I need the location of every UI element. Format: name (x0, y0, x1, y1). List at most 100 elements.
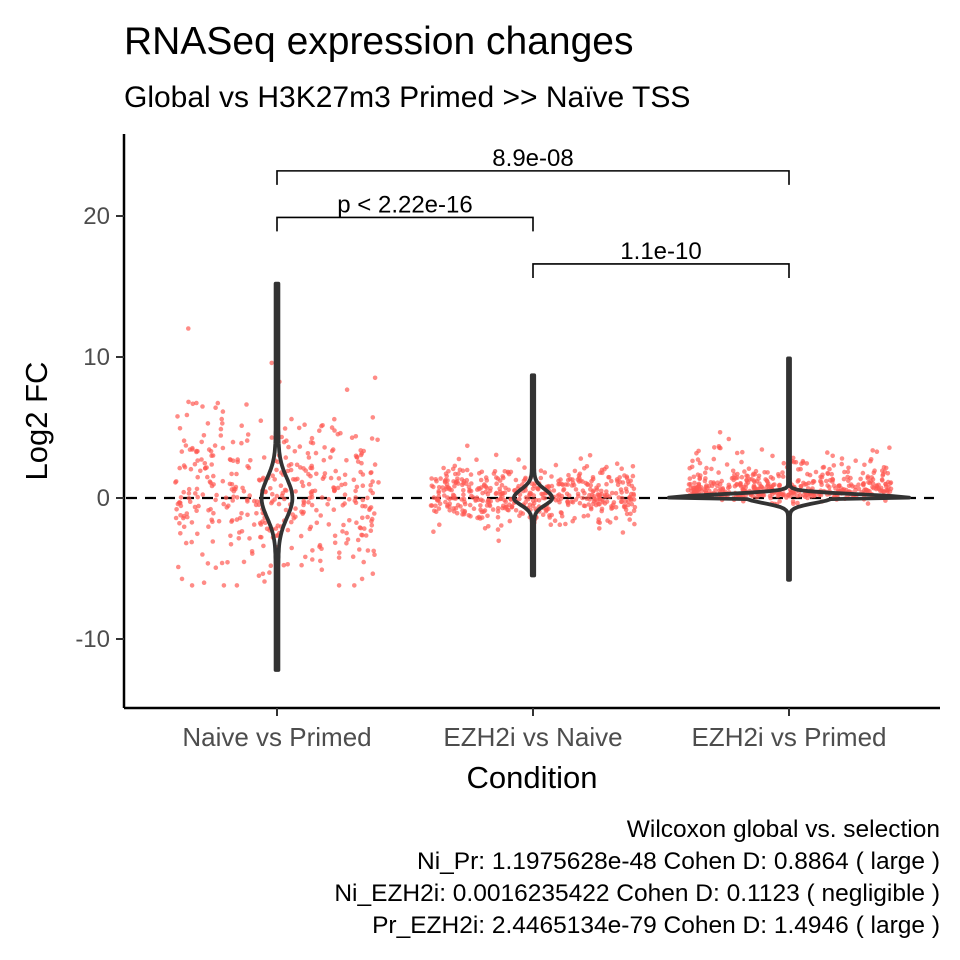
data-point (530, 503, 536, 509)
data-point (596, 494, 601, 500)
data-point (274, 493, 280, 499)
data-point (807, 472, 813, 478)
data-point (285, 562, 291, 567)
data-point (853, 487, 858, 493)
caption: Wilcoxon global vs. selection Ni_Pr: 1.1… (334, 816, 940, 939)
data-point (289, 519, 294, 525)
data-point (282, 487, 288, 493)
data-point (687, 476, 693, 481)
data-point (499, 482, 505, 488)
data-point (360, 515, 365, 521)
data-point (254, 511, 259, 516)
data-point (308, 524, 314, 530)
data-point (352, 583, 357, 588)
data-point (506, 487, 511, 493)
data-point (199, 457, 204, 462)
data-point (513, 477, 519, 483)
data-point (542, 470, 548, 475)
data-point (331, 507, 337, 512)
data-point (604, 499, 610, 504)
data-point (211, 473, 216, 479)
data-point (360, 497, 366, 503)
data-point (495, 527, 501, 532)
data-point (804, 461, 810, 466)
data-point (459, 477, 465, 482)
data-point (845, 474, 850, 480)
data-point (286, 463, 292, 468)
data-point (488, 485, 493, 491)
data-point (339, 482, 344, 488)
data-point (213, 405, 218, 411)
data-point (213, 497, 218, 503)
data-point (335, 485, 341, 491)
data-point (248, 458, 253, 463)
data-point (184, 412, 190, 418)
data-point (192, 504, 198, 510)
data-point (627, 517, 632, 522)
data-point (449, 487, 454, 493)
data-point (499, 523, 504, 528)
data-point (267, 570, 272, 575)
data-point (256, 573, 262, 578)
y-tick-label: 10 (83, 344, 110, 371)
data-point (194, 508, 199, 513)
data-point (874, 486, 879, 492)
data-point (186, 326, 191, 331)
data-point (604, 489, 609, 494)
data-point (293, 477, 298, 482)
data-point (376, 480, 381, 485)
data-point (325, 502, 330, 507)
data-point (260, 571, 266, 577)
data-point (508, 469, 514, 475)
data-point (466, 513, 472, 518)
data-point (827, 478, 833, 483)
data-point (333, 468, 339, 474)
data-point (372, 462, 378, 467)
data-point (186, 491, 192, 496)
data-point (801, 493, 806, 498)
data-point (178, 503, 184, 509)
data-point (757, 481, 762, 486)
data-point (219, 560, 225, 566)
data-point (368, 470, 374, 476)
data-point (846, 478, 851, 484)
data-point (777, 483, 782, 488)
data-point (318, 513, 324, 518)
data-point (802, 482, 807, 487)
data-point (342, 472, 348, 478)
data-point (359, 532, 364, 538)
violin-2 (511, 373, 555, 578)
data-point (208, 480, 213, 486)
data-point (884, 484, 889, 489)
data-point (244, 438, 250, 443)
data-point (438, 476, 443, 481)
data-point (286, 444, 291, 450)
data-point (795, 493, 800, 499)
data-point (321, 457, 327, 463)
data-point (234, 517, 240, 522)
data-point (696, 448, 701, 454)
data-point (370, 415, 376, 420)
data-point (229, 471, 234, 477)
data-point (820, 465, 826, 470)
data-point (178, 513, 183, 518)
data-point (229, 519, 234, 524)
data-point (297, 444, 303, 449)
data-point (456, 471, 461, 477)
data-point (354, 520, 359, 525)
caption-line-4: Pr_EZH2i: 2.4465134e-79 Cohen D: 1.4946 … (372, 912, 940, 939)
data-point (471, 506, 477, 512)
data-point (507, 518, 513, 524)
data-point (319, 495, 325, 500)
data-point (623, 486, 629, 492)
data-point (241, 559, 247, 565)
data-point (770, 482, 776, 488)
data-point (441, 488, 447, 493)
data-point (858, 476, 863, 482)
data-point (798, 484, 804, 489)
data-point (436, 498, 441, 503)
data-point (173, 515, 179, 521)
data-point (444, 473, 450, 479)
data-point (689, 464, 695, 470)
data-point (548, 522, 554, 527)
